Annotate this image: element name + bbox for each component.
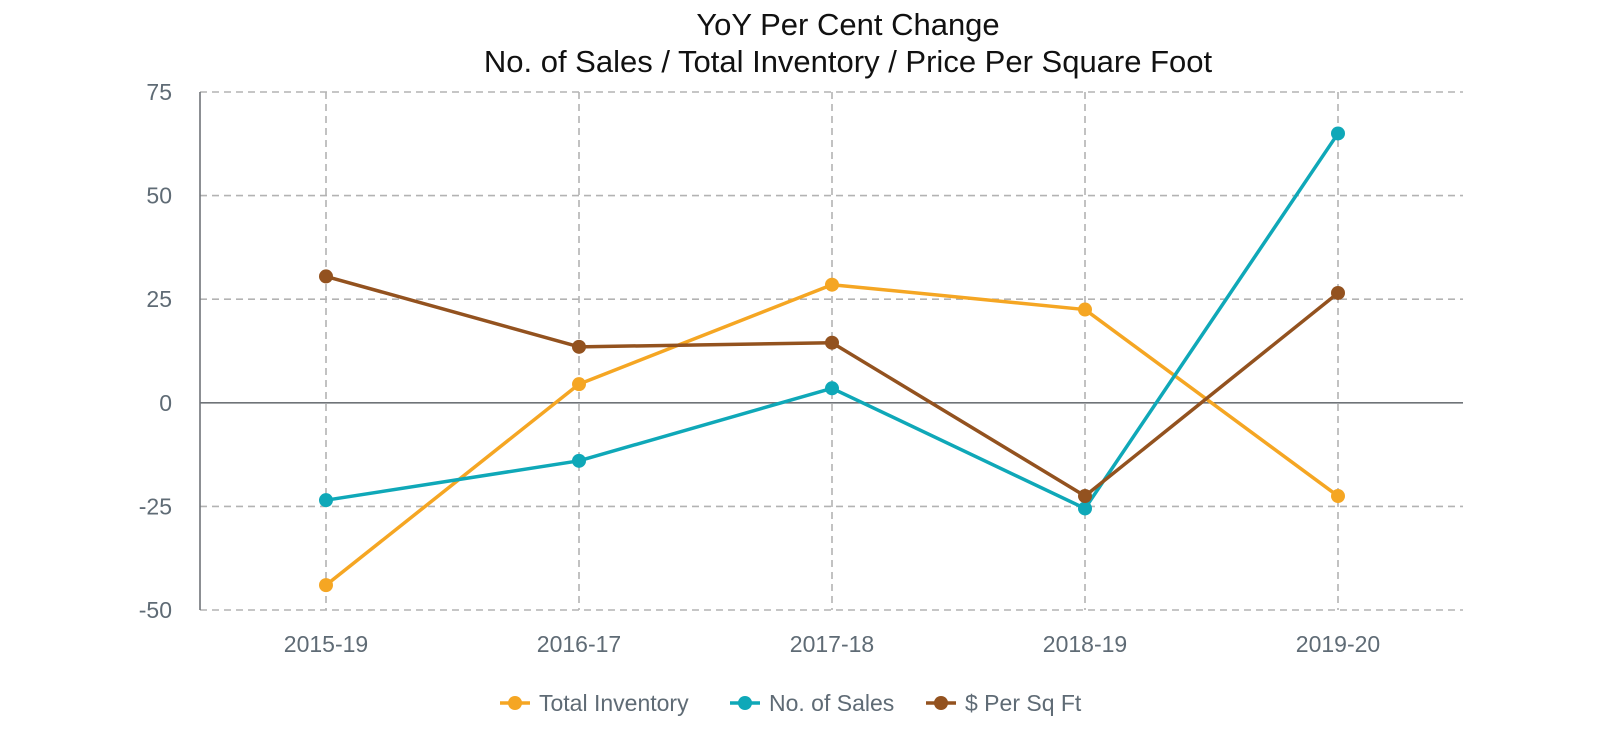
data-point[interactable] <box>572 453 586 468</box>
legend-label: Total Inventory <box>539 690 689 716</box>
x-tick-label: 2016-17 <box>537 631 621 657</box>
x-tick-label: 2019-20 <box>1296 631 1380 657</box>
y-tick-label: 0 <box>159 390 172 416</box>
x-tick-label: 2017-18 <box>790 631 874 657</box>
grid-layer <box>200 91 1463 611</box>
data-point[interactable] <box>572 339 586 354</box>
data-point[interactable] <box>1331 126 1345 141</box>
data-point[interactable] <box>1078 501 1092 516</box>
data-point[interactable] <box>825 277 839 292</box>
y-tick-label: 50 <box>146 183 172 209</box>
series-total-inventory <box>319 277 1345 593</box>
series-no-of-sales <box>319 126 1345 516</box>
chart-title-line-2: No. of Sales / Total Inventory / Price P… <box>484 44 1213 79</box>
data-point[interactable] <box>1331 489 1345 504</box>
chart-title-line-1: YoY Per Cent Change <box>696 7 999 42</box>
data-point[interactable] <box>825 335 839 350</box>
data-point[interactable] <box>572 377 586 392</box>
data-point[interactable] <box>319 269 333 284</box>
data-point[interactable] <box>1078 489 1092 504</box>
legend-item[interactable]: Total Inventory <box>500 690 689 716</box>
series-per-sq-ft <box>319 269 1345 504</box>
legend-label: No. of Sales <box>769 690 894 716</box>
x-tick-label: 2015-19 <box>284 631 368 657</box>
series-layer <box>319 126 1345 593</box>
legend-marker <box>508 696 522 710</box>
legend: Total Inventory No. of Sales $ Per Sq Ft <box>500 690 1082 716</box>
y-tick-label: -25 <box>139 493 172 519</box>
data-point[interactable] <box>825 381 839 396</box>
y-tick-label: 25 <box>146 286 172 312</box>
legend-item[interactable]: $ Per Sq Ft <box>926 690 1082 716</box>
axis-layer: 75 50 25 0 -25 -50 2015-19 2016-17 2017-18 2018-1… <box>139 79 1380 657</box>
x-tick-label: 2018-19 <box>1043 631 1127 657</box>
legend-label: $ Per Sq Ft <box>965 690 1082 716</box>
legend-marker <box>934 696 948 710</box>
data-point[interactable] <box>1331 285 1345 300</box>
data-point[interactable] <box>319 493 333 508</box>
data-point[interactable] <box>319 578 333 593</box>
y-tick-label: 75 <box>146 79 172 105</box>
y-tick-label: -50 <box>139 597 172 623</box>
legend-item[interactable]: No. of Sales <box>730 690 894 716</box>
data-point[interactable] <box>1078 302 1092 317</box>
legend-marker <box>738 696 752 710</box>
